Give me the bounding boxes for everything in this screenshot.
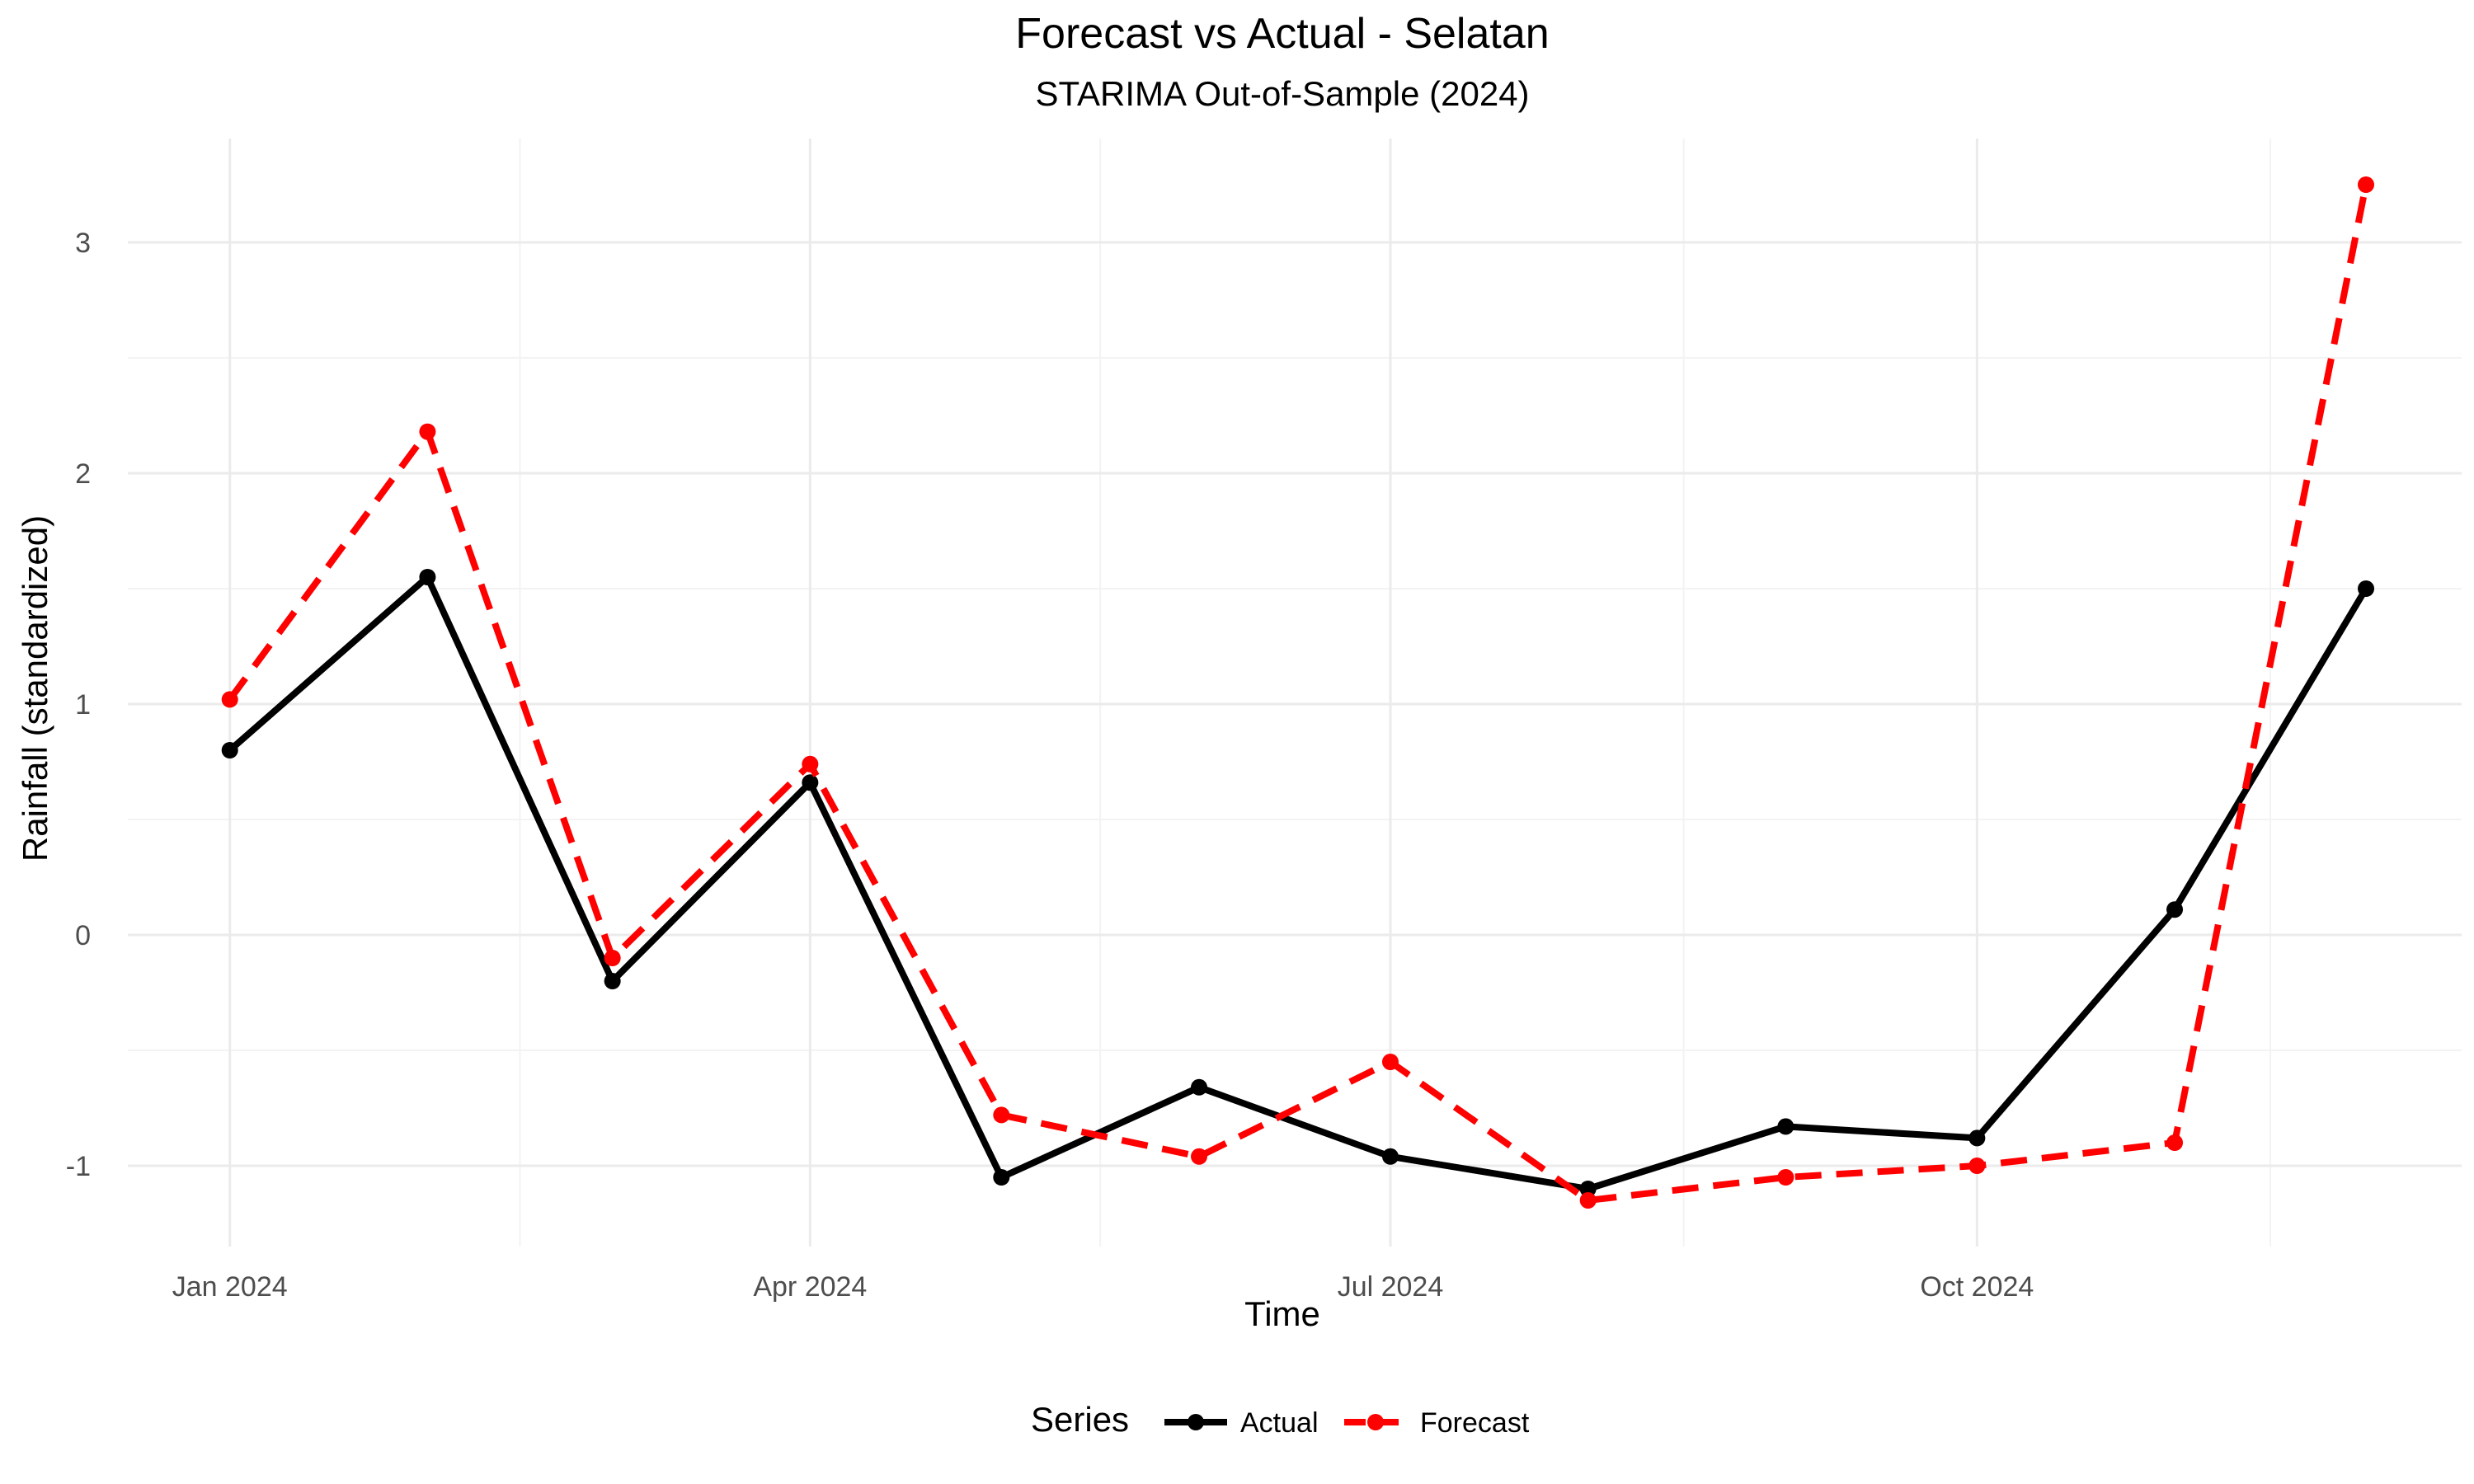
x-tick-label: Apr 2024 (753, 1271, 867, 1303)
forecast-point (1579, 1192, 1597, 1209)
x-tick-label: Jan 2024 (172, 1271, 288, 1303)
forecast-point (993, 1106, 1010, 1124)
actual-line (228, 574, 2369, 1192)
chart-subtitle: STARIMA Out-of-Sample (2024) (1035, 74, 1529, 113)
forecast-point (802, 755, 819, 773)
y-tick-label: 2 (75, 458, 91, 490)
actual-point (604, 973, 621, 989)
actual-point (419, 569, 436, 585)
series-lines (221, 176, 2375, 1209)
legend-title: Series (1031, 1400, 1129, 1439)
x-tick-label: Jul 2024 (1338, 1271, 1444, 1303)
x-tick-label: Oct 2024 (1920, 1271, 2034, 1303)
forecast-point (221, 691, 238, 708)
actual-point (1968, 1129, 1986, 1147)
y-axis-title: Rainfall (standardized) (16, 515, 54, 862)
forecast-line (227, 184, 2369, 1204)
x-axis-title: Time (1244, 1294, 1320, 1333)
series-forecast (221, 176, 2375, 1209)
legend-label-actual: Actual (1240, 1407, 1319, 1439)
legend: Series Actual Forecast (1031, 1400, 1530, 1439)
legend-item-forecast: Forecast (1344, 1407, 1530, 1439)
actual-point (802, 774, 819, 791)
forecast-point (2166, 1134, 2184, 1151)
y-tick-label: 3 (75, 228, 91, 259)
legend-item-actual: Actual (1164, 1407, 1319, 1439)
actual-point (2166, 901, 2184, 918)
y-tick-label: -1 (66, 1151, 91, 1182)
actual-point (1777, 1118, 1794, 1135)
forecast-point (419, 423, 436, 440)
forecast-point (1381, 1054, 1399, 1070)
y-tick-label: 1 (75, 689, 91, 721)
forecast-point (604, 950, 621, 966)
legend-key-point (1367, 1414, 1384, 1430)
actual-point (2358, 580, 2375, 597)
actual-point (221, 742, 238, 758)
x-axis-ticks: Jan 2024 Apr 2024 Jul 2024 Oct 2024 (172, 1271, 2034, 1303)
y-tick-label: 0 (75, 920, 91, 951)
legend-label-forecast: Forecast (1420, 1407, 1530, 1439)
legend-key-point (1188, 1414, 1204, 1430)
series-actual (221, 569, 2375, 1197)
actual-point (1191, 1078, 1208, 1096)
actual-point (1579, 1181, 1597, 1197)
forecast-point (1777, 1169, 1794, 1186)
forecast-point (2358, 176, 2375, 193)
chart-title: Forecast vs Actual - Selatan (1015, 10, 1549, 58)
actual-point (993, 1169, 1010, 1186)
forecast-point (1968, 1158, 1986, 1174)
forecast-point (1191, 1148, 1208, 1165)
actual-point (1381, 1148, 1399, 1165)
y-axis-ticks: -1 0 1 2 3 (66, 228, 91, 1182)
